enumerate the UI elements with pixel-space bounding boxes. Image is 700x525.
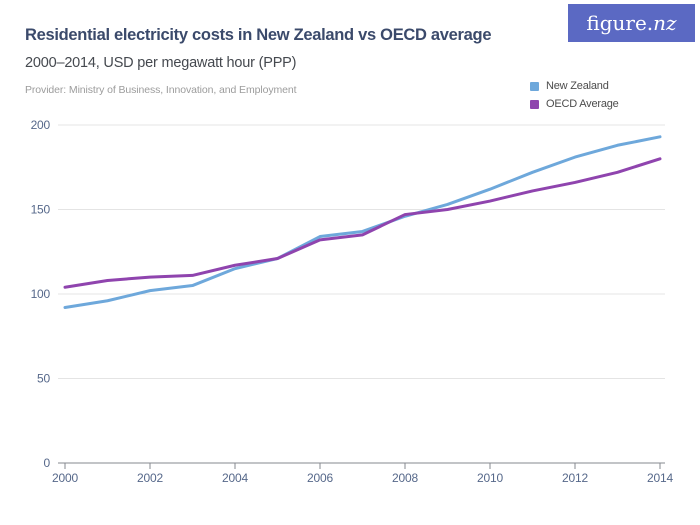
- oecd-average-swatch-icon: [530, 99, 539, 109]
- series-line-new-zealand: [63, 135, 662, 310]
- gridlines: [58, 124, 665, 379]
- y-tick-label-100: 100: [31, 287, 51, 301]
- x-tick-label-2002: 2002: [137, 471, 163, 485]
- legend-label: OECD Average: [546, 98, 619, 110]
- figurenz-logo-text: figure.nz: [586, 11, 677, 35]
- x-axis: 2000 2002 2004 2006 2008 2010 2012 2014: [52, 462, 674, 485]
- x-tick-label-2010: 2010: [477, 471, 503, 485]
- x-tick-label-2012: 2012: [562, 471, 588, 485]
- series-lines: [63, 135, 662, 310]
- figurenz-logo[interactable]: figure.nz: [568, 4, 695, 42]
- new-zealand-swatch-icon: [530, 81, 539, 91]
- x-tick-label-2008: 2008: [392, 471, 418, 485]
- provider-credit: Provider: Ministry of Business, Innovati…: [25, 84, 297, 96]
- x-tick-label-2014: 2014: [647, 471, 673, 485]
- chart-legend: New Zealand OECD Average: [530, 77, 619, 113]
- x-tick-label-2000: 2000: [52, 471, 78, 485]
- y-axis-labels: 0 50 100 150 200: [31, 118, 51, 470]
- y-tick-label-200: 200: [31, 118, 51, 132]
- series-line-oecd-average: [63, 157, 662, 289]
- page-title: Residential electricity costs in New Zea…: [25, 26, 492, 44]
- legend-label: New Zealand: [546, 80, 609, 92]
- legend-item-oecd-average[interactable]: OECD Average: [530, 95, 619, 113]
- chart-subtitle: 2000–2014, USD per megawatt hour (PPP): [25, 55, 297, 71]
- x-tick-label-2004: 2004: [222, 471, 248, 485]
- y-tick-label-50: 50: [37, 372, 50, 386]
- legend-item-new-zealand[interactable]: New Zealand: [530, 77, 619, 95]
- y-tick-label-150: 150: [31, 203, 51, 217]
- x-tick-label-2006: 2006: [307, 471, 333, 485]
- y-tick-label-0: 0: [44, 456, 51, 470]
